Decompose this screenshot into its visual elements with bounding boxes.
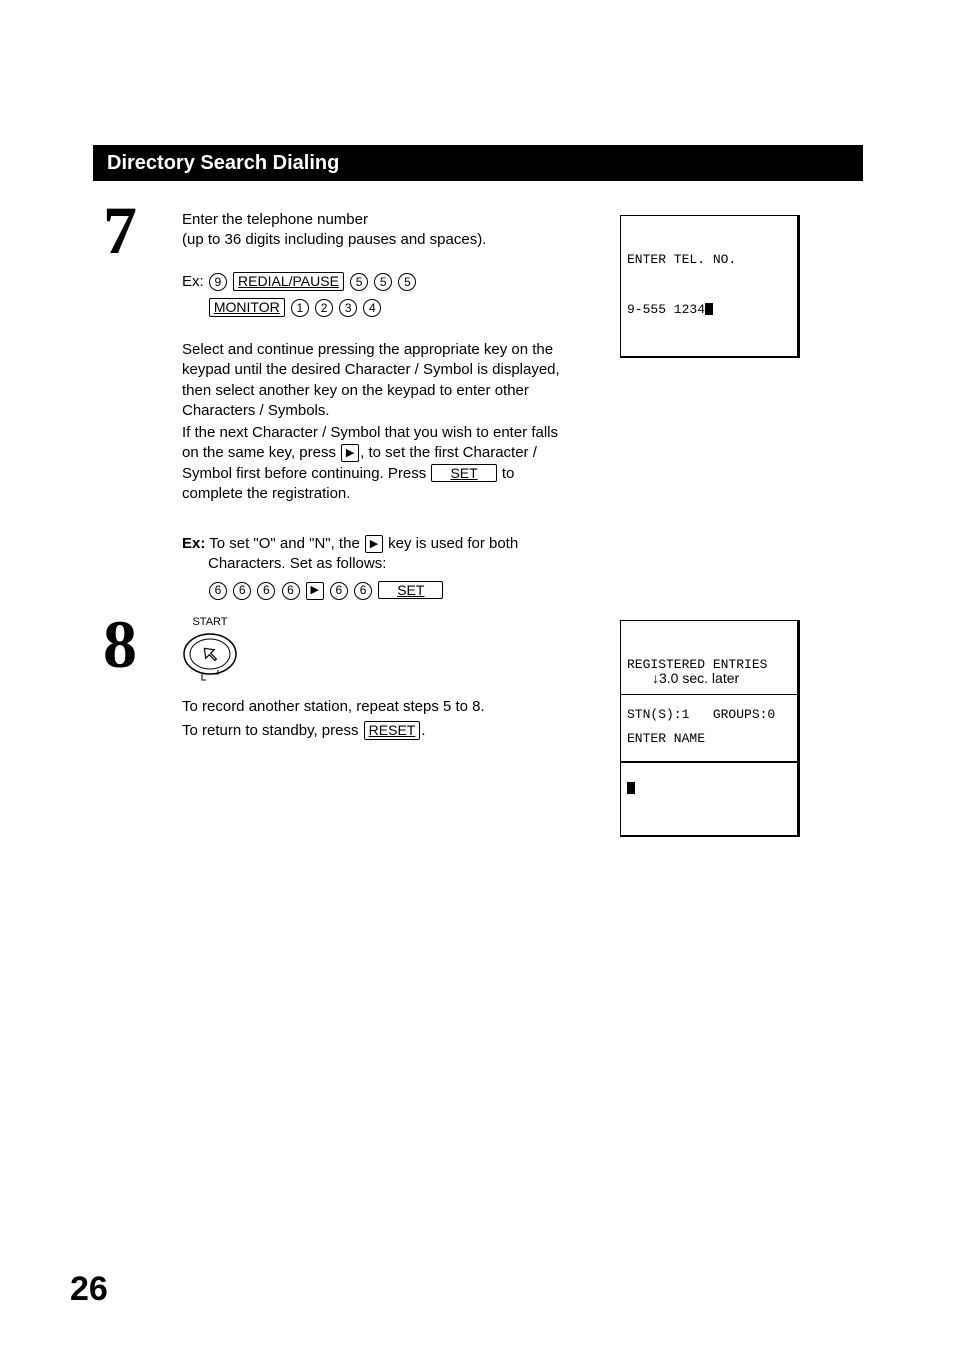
cursor-icon [705,303,713,315]
right-arrow-icon: ▶ [365,535,383,553]
lcd-display-enter-name: ENTER NAME [620,694,800,837]
keypad-3: 3 [339,299,357,317]
step-number-8: 8 [103,610,137,678]
lcd-line: ENTER NAME [627,731,791,748]
step7-para2c: Symbol first before continuing. Press SE… [182,464,582,484]
start-button-graphic: START [182,616,238,686]
right-arrow-icon: ▶ [341,444,359,462]
set-key: SET [431,464,496,483]
step7-para1: Select and continue pressing the appropr… [182,340,582,421]
step8-text: To record another station, repeat steps … [182,697,602,742]
step8-line1: To record another station, repeat steps … [182,697,602,717]
monitor-key: MONITOR [209,298,285,317]
step7-example2: Ex: To set "O" and "N", the ▶ key is use… [182,534,582,601]
reset-key: RESET [364,721,421,740]
start-button-icon [182,630,238,686]
keypad-5: 5 [350,273,368,291]
lcd-display-enter-tel: ENTER TEL. NO. 9-555 1234 [620,215,800,358]
step7-para2b: on the same key, press ▶, to set the fir… [182,443,582,463]
step8-line2: To return to standby, press RESET. [182,721,602,741]
step7-line2: (up to 36 digits including pauses and sp… [182,230,582,250]
step7-text: Enter the telephone number (up to 36 dig… [182,210,582,251]
lcd-line: ENTER TEL. NO. [627,252,791,269]
step7-example-keys: Ex: 9 REDIAL/PAUSE 5 5 5 Ex: MONITOR 1 2… [182,272,417,319]
lcd-line [627,781,791,798]
document-page: Directory Search Dialing 7 Enter the tel… [0,0,954,1351]
set-key: SET [378,581,443,600]
keypad-6: 6 [209,582,227,600]
keypad-4: 4 [363,299,381,317]
keypad-6: 6 [354,582,372,600]
cursor-icon [627,782,635,794]
step7-paragraph: Select and continue pressing the appropr… [182,340,582,504]
start-label: START [182,616,238,628]
keypad-6: 6 [257,582,275,600]
ex2-line2: Characters. Set as follows: [182,554,582,574]
keypad-5: 5 [398,273,416,291]
delay-text: ↓3.0 sec. later [652,670,739,686]
section-title: Directory Search Dialing [107,152,339,175]
keypad-1: 1 [291,299,309,317]
keypad-6: 6 [233,582,251,600]
page-number: 26 [70,1270,108,1309]
ex2-keys-row: 6 6 6 6 ▶ 6 6 SET [182,581,582,601]
step7-line1: Enter the telephone number [182,210,582,230]
ex-label: Ex: [182,273,204,290]
keypad-6: 6 [282,582,300,600]
redial-pause-key: REDIAL/PAUSE [233,272,344,291]
right-arrow-icon: ▶ [306,582,324,600]
keypad-2: 2 [315,299,333,317]
step7-para2a: If the next Character / Symbol that you … [182,423,582,443]
keypad-5: 5 [374,273,392,291]
keypad-9: 9 [209,273,227,291]
step7-para2d: complete the registration. [182,484,582,504]
lcd-line: 9-555 1234 [627,302,791,319]
keypad-6: 6 [330,582,348,600]
section-title-bar: Directory Search Dialing [93,145,863,181]
step-number-7: 7 [103,196,137,264]
ex2-line1: Ex: To set "O" and "N", the ▶ key is use… [182,534,582,554]
